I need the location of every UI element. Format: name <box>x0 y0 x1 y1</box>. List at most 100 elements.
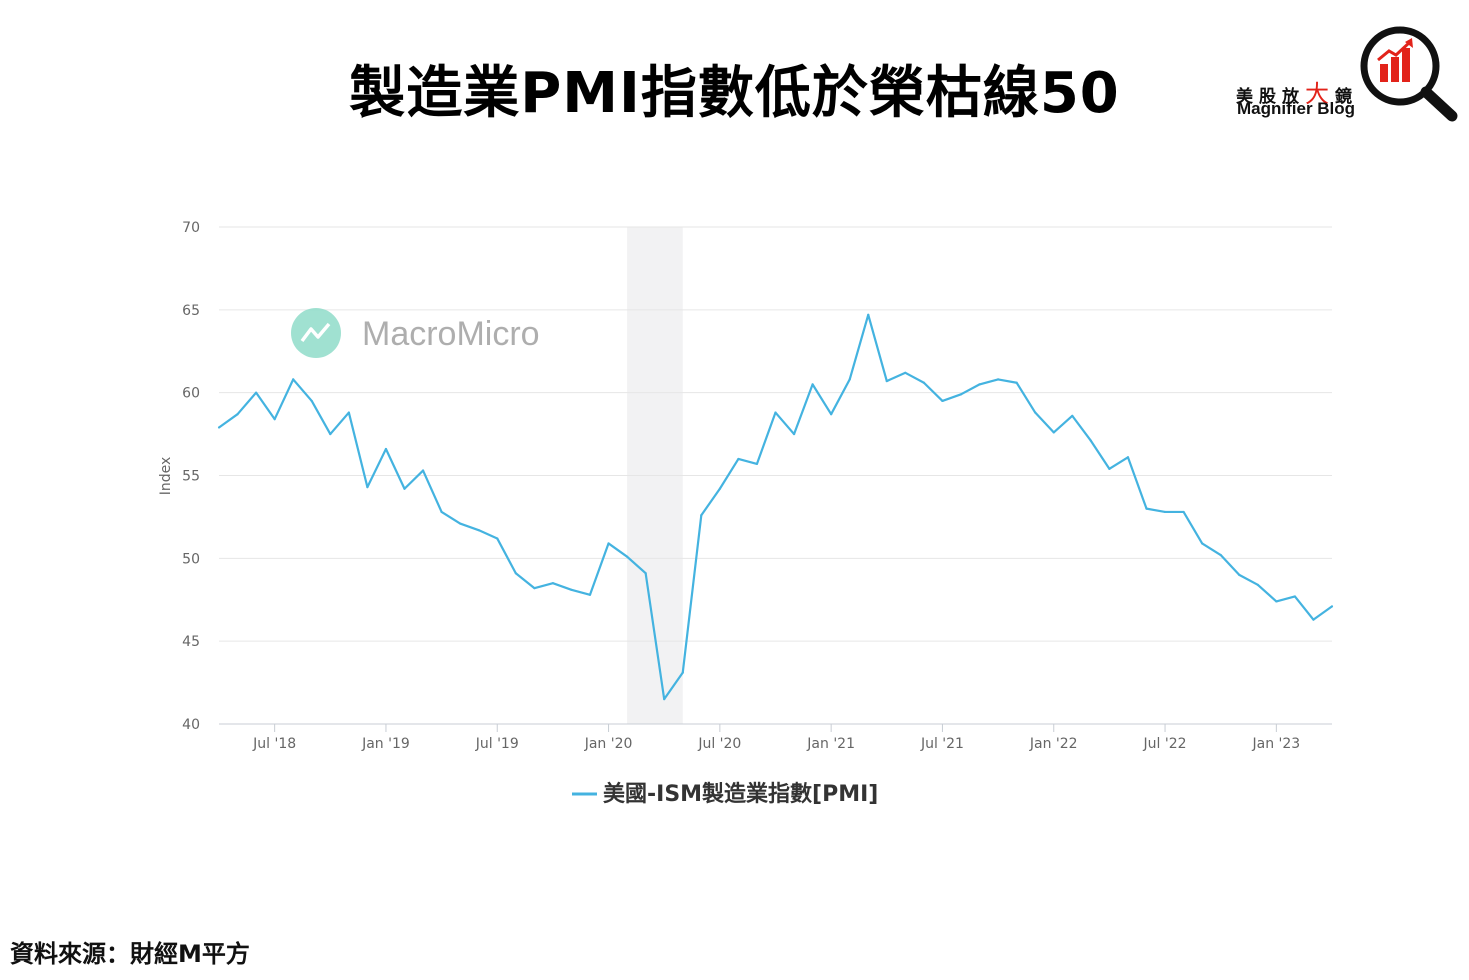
data-point-2022-08 <box>1182 510 1185 514</box>
legend: 美國-ISM製造業指數[PMI] <box>572 781 878 807</box>
logo-char-4: 大 <box>1305 80 1335 108</box>
watermark: MacroMicro <box>291 308 540 358</box>
y-tick-55: 55 <box>182 469 200 485</box>
data-point-2021-03 <box>867 313 870 316</box>
data-point-2023-03 <box>1312 618 1315 621</box>
y-tick-50: 50 <box>182 551 200 567</box>
data-point-2018-05 <box>236 413 239 416</box>
data-point-2022-09 <box>1201 542 1204 545</box>
x-tick-3: Jan '20 <box>584 736 633 752</box>
data-point-2020-09 <box>755 462 759 465</box>
y-axis-label: Index <box>158 457 174 496</box>
data-point-2020-08 <box>737 457 740 461</box>
x-tick-1: Jan '19 <box>361 736 410 752</box>
data-point-2020-03 <box>644 572 647 575</box>
data-point-2019-05 <box>459 522 462 525</box>
data-point-2020-06 <box>700 514 703 517</box>
x-tick-9: Jan '23 <box>1251 736 1300 752</box>
y-tick-70: 70 <box>182 220 200 236</box>
data-point-2019-09 <box>533 587 536 590</box>
data-point-2018-07 <box>273 418 276 421</box>
legend-label: 美國-ISM製造業指數[PMI] <box>603 781 878 807</box>
data-point-2018-09 <box>310 399 313 403</box>
logo-char-3: 放 <box>1282 87 1305 107</box>
x-tick-labels: Jul '18 Jan '19 Jul '19 Jan '20 Jul '20 Jan '… <box>252 736 1300 752</box>
data-point-2020-05 <box>681 671 684 674</box>
x-tick-8: Jul '22 <box>1143 736 1187 752</box>
magnifier-bar-chart-icon <box>1360 26 1458 122</box>
x-tick-7: Jan '22 <box>1029 736 1078 752</box>
data-point-2019-07 <box>496 537 499 540</box>
watermark-text: MacroMicro <box>362 315 540 353</box>
data-point-2022-10 <box>1219 553 1222 557</box>
data-point-2018-11 <box>347 411 350 414</box>
macromicro-logo-mark <box>300 322 331 343</box>
logo-chinese-name: 美股放大鏡 <box>1236 74 1358 109</box>
data-point-2020-01 <box>607 542 610 545</box>
data-point-2021-08 <box>959 393 963 396</box>
data-point-2020-11 <box>792 432 796 436</box>
logo-char-5: 鏡 <box>1335 87 1358 107</box>
data-point-2018-12 <box>366 486 369 489</box>
magnifier-blog-logo: 美股放大鏡 Magnifier Blog <box>1236 22 1461 124</box>
data-point-2019-10 <box>551 582 555 585</box>
data-point-2021-06 <box>922 381 926 384</box>
data-point-2021-09 <box>978 383 981 386</box>
data-point-2020-10 <box>774 411 777 414</box>
data-point-2020-02 <box>626 555 629 558</box>
x-tick-4: Jul '20 <box>697 736 741 752</box>
data-point-2021-02 <box>848 378 851 381</box>
data-point-2019-06 <box>477 529 480 532</box>
data-point-2018-04 <box>217 426 221 429</box>
data-point-2018-10 <box>329 432 332 436</box>
y-tick-65: 65 <box>182 303 200 319</box>
data-point-2019-03 <box>421 469 425 472</box>
x-tick-2: Jul '19 <box>475 736 519 752</box>
pmi-line-chart: MacroMicro 40 45 50 55 60 65 70 Jul '18 Jan '19… <box>158 220 1334 807</box>
data-point-2022-11 <box>1238 573 1241 577</box>
data-point-2018-08 <box>292 378 295 381</box>
logo-char-1: 美 <box>1236 87 1259 107</box>
data-point-2019-11 <box>570 588 573 591</box>
data-point-2019-04 <box>440 510 443 514</box>
y-tick-40: 40 <box>182 717 200 733</box>
source-note: 資料來源：財經M平方 <box>10 940 250 968</box>
data-point-2023-02 <box>1293 595 1296 598</box>
data-point-2021-05 <box>904 371 907 374</box>
data-point-2021-12 <box>1034 411 1037 414</box>
data-point-2019-12 <box>588 593 592 596</box>
logo-char-2: 股 <box>1259 87 1282 107</box>
y-tick-60: 60 <box>182 386 200 402</box>
data-point-2023-04 <box>1330 605 1334 608</box>
y-tick-labels: 40 45 50 55 60 65 70 <box>182 220 200 733</box>
data-point-2022-07 <box>1163 510 1167 514</box>
data-point-2022-04 <box>1108 467 1111 470</box>
page-title: 製造業PMI指數低於榮枯線50 <box>349 61 1120 126</box>
x-tick-0: Jul '18 <box>252 736 296 752</box>
data-point-2022-03 <box>1089 439 1092 442</box>
data-point-2021-04 <box>885 379 888 383</box>
x-tick-5: Jan '21 <box>806 736 855 752</box>
grid-layer <box>219 226 1332 732</box>
data-point-2021-07 <box>941 399 944 403</box>
data-point-2018-06 <box>255 391 258 394</box>
data-point-2019-02 <box>403 487 406 490</box>
data-point-2021-11 <box>1015 381 1018 384</box>
y-tick-45: 45 <box>182 634 200 650</box>
data-point-2019-08 <box>514 572 517 575</box>
data-point-2022-02 <box>1071 414 1074 417</box>
data-point-2020-04 <box>663 698 666 701</box>
logo-english-name: Magnifier Blog <box>1237 99 1356 118</box>
data-point-2021-01 <box>830 413 833 416</box>
data-point-2022-06 <box>1145 507 1148 510</box>
data-point-2022-01 <box>1052 431 1055 434</box>
series-layer <box>217 313 1334 701</box>
data-point-2023-01 <box>1275 600 1278 603</box>
data-point-2022-12 <box>1256 583 1259 586</box>
data-point-2022-05 <box>1126 456 1130 459</box>
data-point-2019-01 <box>384 447 388 451</box>
data-point-2020-12 <box>811 383 814 386</box>
data-point-2020-07 <box>718 487 721 490</box>
data-point-2021-10 <box>997 378 1000 381</box>
x-tick-6: Jul '21 <box>920 736 964 752</box>
